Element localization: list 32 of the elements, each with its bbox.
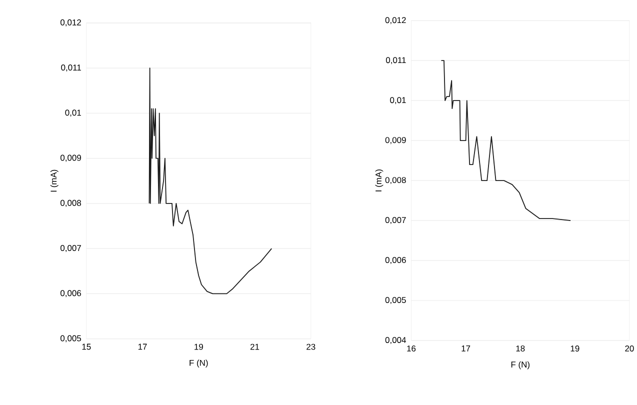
y-tick-label: 0,005 (60, 336, 82, 343)
y-tick-label: 0,011 (61, 64, 81, 72)
y-tick-label: 0,006 (385, 257, 406, 264)
x-tick-label: 19 (194, 344, 203, 350)
y-tick-label: 0,01 (390, 97, 406, 104)
y-tick-label: 0,008 (385, 177, 406, 184)
x-tick-label: 16 (407, 346, 416, 352)
y-tick-label: 0,009 (60, 155, 81, 162)
y-tick-label: 0,007 (385, 217, 406, 224)
y-tick-label: 0,012 (385, 17, 406, 24)
x-tick-label: 23 (306, 344, 316, 350)
y-tick-label: 0,007 (60, 245, 81, 252)
y-tick-label: 0,012 (60, 20, 81, 27)
y-tick-label: 0,009 (385, 137, 406, 144)
y-tick-label: 0,005 (385, 297, 406, 304)
x-axis-title: F (N) (190, 360, 208, 368)
y-tick-label: 0,008 (60, 200, 82, 208)
y-tick-label: 0,011 (386, 57, 406, 64)
x-tick-label: 19 (570, 346, 580, 352)
x-tick-label: 18 (516, 346, 525, 352)
x-tick-label: 21 (250, 344, 260, 350)
y-tick-label: 0,006 (60, 290, 82, 298)
y-tick-label: 0,01 (65, 110, 81, 117)
y-axis-title: I (mA) (375, 170, 384, 192)
x-tick-label: 17 (462, 346, 470, 352)
y-tick-label: 0,004 (385, 337, 406, 344)
x-tick-label: 20 (625, 346, 634, 352)
x-tick-label: 15 (82, 344, 91, 350)
y-axis-title: I (mA) (50, 170, 58, 192)
x-tick-label: 17 (138, 344, 147, 350)
x-axis-title: F (N) (511, 362, 530, 370)
line-series (440, 60, 571, 222)
